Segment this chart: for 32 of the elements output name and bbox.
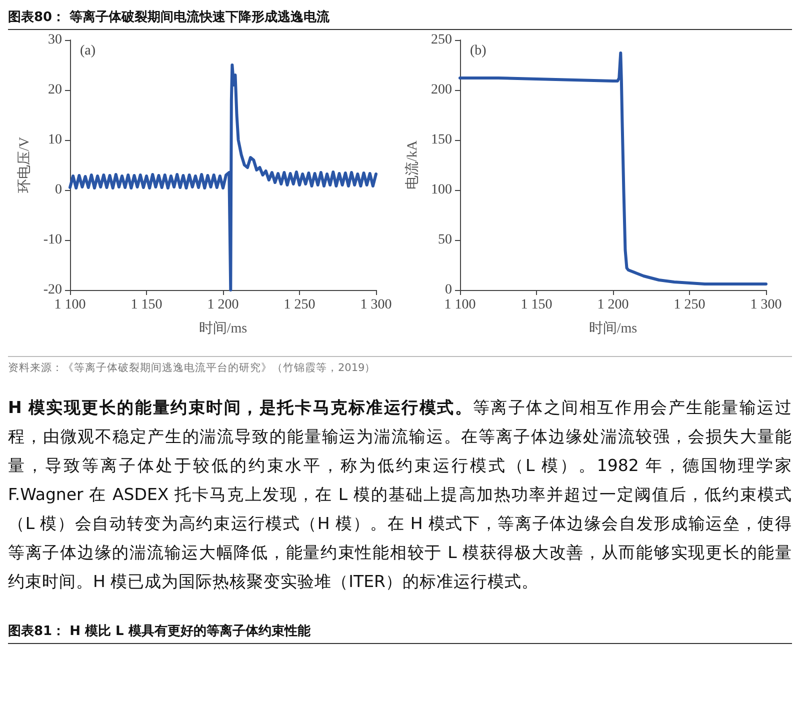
y-tick-label: 200	[431, 82, 452, 98]
x-tick-label: 1 250	[284, 298, 316, 312]
x-axis-title: 时间/ms	[588, 320, 638, 336]
y-tick-label: 100	[431, 182, 452, 198]
y-tick-label: 150	[431, 132, 452, 148]
y-tick-label: 0	[55, 182, 62, 198]
y-tick-label: 30	[48, 32, 62, 48]
y-tick-label: -20	[43, 282, 62, 298]
x-tick-label: 1 100	[444, 298, 476, 312]
x-tick-label: 1 250	[674, 298, 706, 312]
x-tick-label: 1 150	[520, 298, 552, 312]
y-axis-title: 电流/kA	[404, 140, 421, 190]
x-tick-label: 1 300	[360, 298, 392, 312]
text: 资料来源：《等离子体破裂期间逃逸电流平台的研究》（竹锦霞等，2019）	[8, 356, 792, 375]
x-tick-label: 1 300	[750, 298, 782, 312]
y-tick-label: 20	[48, 82, 62, 98]
x-axis-title: 时间/ms	[198, 320, 248, 336]
y-tick-label: 250	[431, 32, 452, 48]
y-tick-label: 10	[48, 132, 62, 148]
text: 图表81： H 模比 L 模具有更好的等离子体约束性能	[8, 622, 792, 644]
y-tick-label: 0	[445, 282, 452, 298]
y-tick-label: -10	[43, 232, 62, 248]
chart-title: 图表80： 等离子体破裂期间电流快速下降形成逃逸电流	[8, 8, 792, 30]
x-tick-label: 1 200	[207, 298, 239, 312]
x-tick-label: 1 150	[130, 298, 162, 312]
text: H 模实现更长的能量约束时间，是托卡马克标准运行模式。	[8, 398, 473, 417]
y-axis-title: 环电压/V	[16, 137, 32, 193]
annotation: (b)	[470, 44, 487, 58]
x-tick-label: 1 200	[597, 298, 629, 312]
y-tick-label: 50	[438, 232, 452, 248]
annotation: (a)	[80, 44, 96, 58]
x-tick-label: 1 100	[54, 298, 86, 312]
